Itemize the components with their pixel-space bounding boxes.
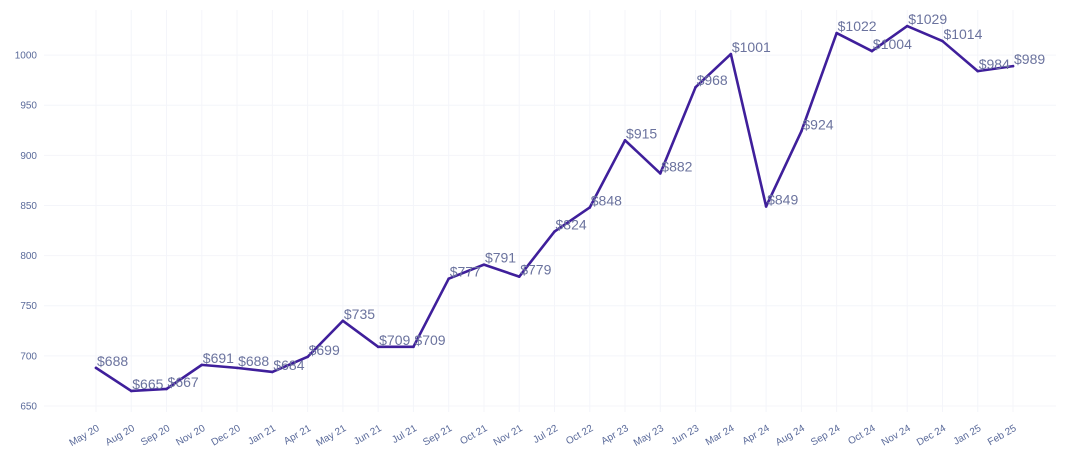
data-point (376, 345, 380, 349)
data-label: $984 (979, 56, 1010, 72)
x-tick-label: Sep 21 (421, 423, 454, 449)
data-label: $709 (414, 332, 445, 348)
x-tick-label: Jan 21 (246, 423, 278, 448)
data-point (588, 206, 592, 209)
x-tick-label: Oct 21 (458, 423, 489, 447)
y-tick-label: 800 (20, 251, 37, 262)
data-point (94, 366, 98, 370)
data-point (553, 230, 556, 233)
data-point (271, 370, 274, 374)
x-tick-label: Feb 25 (986, 423, 1019, 448)
data-point (905, 24, 909, 28)
data-label: $824 (556, 217, 587, 233)
data-point (517, 275, 521, 278)
data-point (412, 345, 415, 349)
x-tick-label: Sep 20 (139, 423, 172, 449)
x-tick-label: Dec 24 (915, 423, 948, 449)
data-point (764, 205, 768, 208)
y-tick-label: 650 (20, 401, 37, 412)
data-point (694, 85, 697, 89)
x-tick-label: May 21 (314, 423, 348, 449)
x-tick-label: May 20 (68, 423, 102, 449)
data-point (976, 69, 980, 73)
data-point (835, 31, 838, 35)
data-label: $684 (273, 357, 304, 373)
x-tick-label: Mar 24 (704, 423, 737, 448)
data-point (1011, 64, 1015, 68)
data-label: $882 (661, 158, 692, 174)
data-label: $1029 (908, 11, 947, 27)
x-tick-label: Apr 21 (282, 423, 313, 447)
data-labels: $688$665 $667$691 $688 $684$699$735$709 $709… (94, 11, 1045, 393)
data-label: $1004 (873, 36, 912, 52)
data-label: $968 (697, 72, 728, 88)
data-label: $1022 (838, 18, 877, 34)
x-tick-label: Jun 21 (352, 423, 384, 448)
x-tick-label: May 23 (632, 423, 666, 449)
x-tick-label: Nov 20 (174, 423, 207, 449)
data-point (482, 263, 486, 266)
x-tick-label: Jun 23 (670, 423, 702, 448)
data-point (729, 52, 733, 56)
data-point (306, 355, 309, 359)
x-tick-label: Aug 20 (104, 423, 137, 449)
x-tick-label: Jan 25 (952, 423, 984, 448)
data-label: $777 (450, 264, 481, 280)
data-label: $989 (1014, 51, 1045, 67)
y-tick-label: 750 (20, 301, 37, 312)
data-label: $848 (591, 192, 622, 208)
x-tick-label: Jul 22 (531, 423, 560, 446)
x-axis-ticks: May 20 Aug 20 Sep 20 Nov 20 Dec 20 Jan 21 Apr … (68, 423, 1019, 449)
data-point (623, 139, 627, 142)
data-label: $699 (309, 342, 340, 358)
data-point (129, 389, 133, 393)
data-point (235, 366, 239, 370)
data-point (165, 387, 168, 391)
y-tick-label: 700 (20, 351, 37, 362)
x-tick-label: Oct 22 (564, 423, 595, 447)
x-tick-label: Nov 24 (880, 423, 913, 449)
data-label: $779 (520, 262, 551, 278)
grid-lines (44, 10, 1056, 412)
data-label: $667 (168, 374, 199, 390)
data-label: $665 (132, 376, 163, 392)
y-tick-label: 1000 (15, 51, 38, 62)
x-tick-label: Apr 24 (741, 423, 772, 447)
x-tick-label: Dec 20 (210, 423, 243, 449)
data-label: $688 (97, 353, 128, 369)
data-point (447, 277, 450, 280)
x-tick-label: Oct 24 (846, 423, 877, 447)
data-point (341, 319, 345, 323)
x-tick-label: Nov 21 (492, 423, 525, 449)
x-tick-label: Apr 23 (600, 423, 631, 447)
data-label: $1001 (732, 39, 771, 55)
x-tick-label: Jul 21 (390, 423, 419, 446)
data-point (200, 363, 204, 367)
data-point (800, 129, 803, 133)
data-label: $849 (767, 191, 798, 207)
data-point (870, 49, 874, 53)
y-tick-label: 950 (20, 101, 37, 112)
data-label: $735 (344, 306, 375, 322)
y-tick-label: 850 (20, 201, 37, 212)
x-tick-label: Aug 24 (774, 423, 807, 449)
data-point (941, 39, 944, 43)
data-label: $709 (379, 332, 410, 348)
data-label: $691 (203, 350, 234, 366)
data-label: $915 (626, 125, 657, 141)
data-label: $1014 (943, 26, 982, 42)
data-point (659, 172, 662, 175)
x-tick-label: Sep 24 (809, 423, 842, 449)
y-tick-label: 900 (20, 151, 37, 162)
data-label: $688 (238, 353, 269, 369)
data-label: $924 (802, 116, 833, 132)
data-label: $791 (485, 250, 516, 266)
y-axis-ticks: 650 700 750 800 850 900 950 1000 (15, 51, 38, 413)
